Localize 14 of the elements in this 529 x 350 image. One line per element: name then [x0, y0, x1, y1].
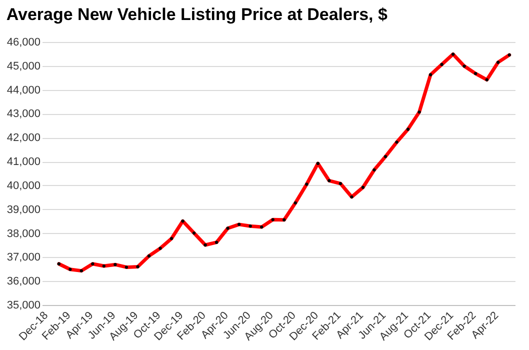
y-tick-label: 44,000: [6, 84, 40, 96]
y-tick-label: 39,000: [6, 204, 40, 216]
line-series: [57, 52, 512, 273]
y-tick-label: 35,000: [6, 300, 40, 312]
y-tick-label: 45,000: [6, 60, 40, 72]
y-tick-label: 40,000: [6, 180, 40, 192]
chart-title: Average New Vehicle Listing Price at Dealers, $: [6, 5, 388, 24]
y-tick-label: 41,000: [6, 156, 40, 168]
y-tick-label: 43,000: [6, 108, 40, 120]
y-tick-label: 42,000: [6, 132, 40, 144]
y-tick-label: 46,000: [6, 36, 40, 48]
y-tick-label: 36,000: [6, 276, 40, 288]
y-tick-label: 37,000: [6, 252, 40, 264]
y-tick-label: 38,000: [6, 228, 40, 240]
